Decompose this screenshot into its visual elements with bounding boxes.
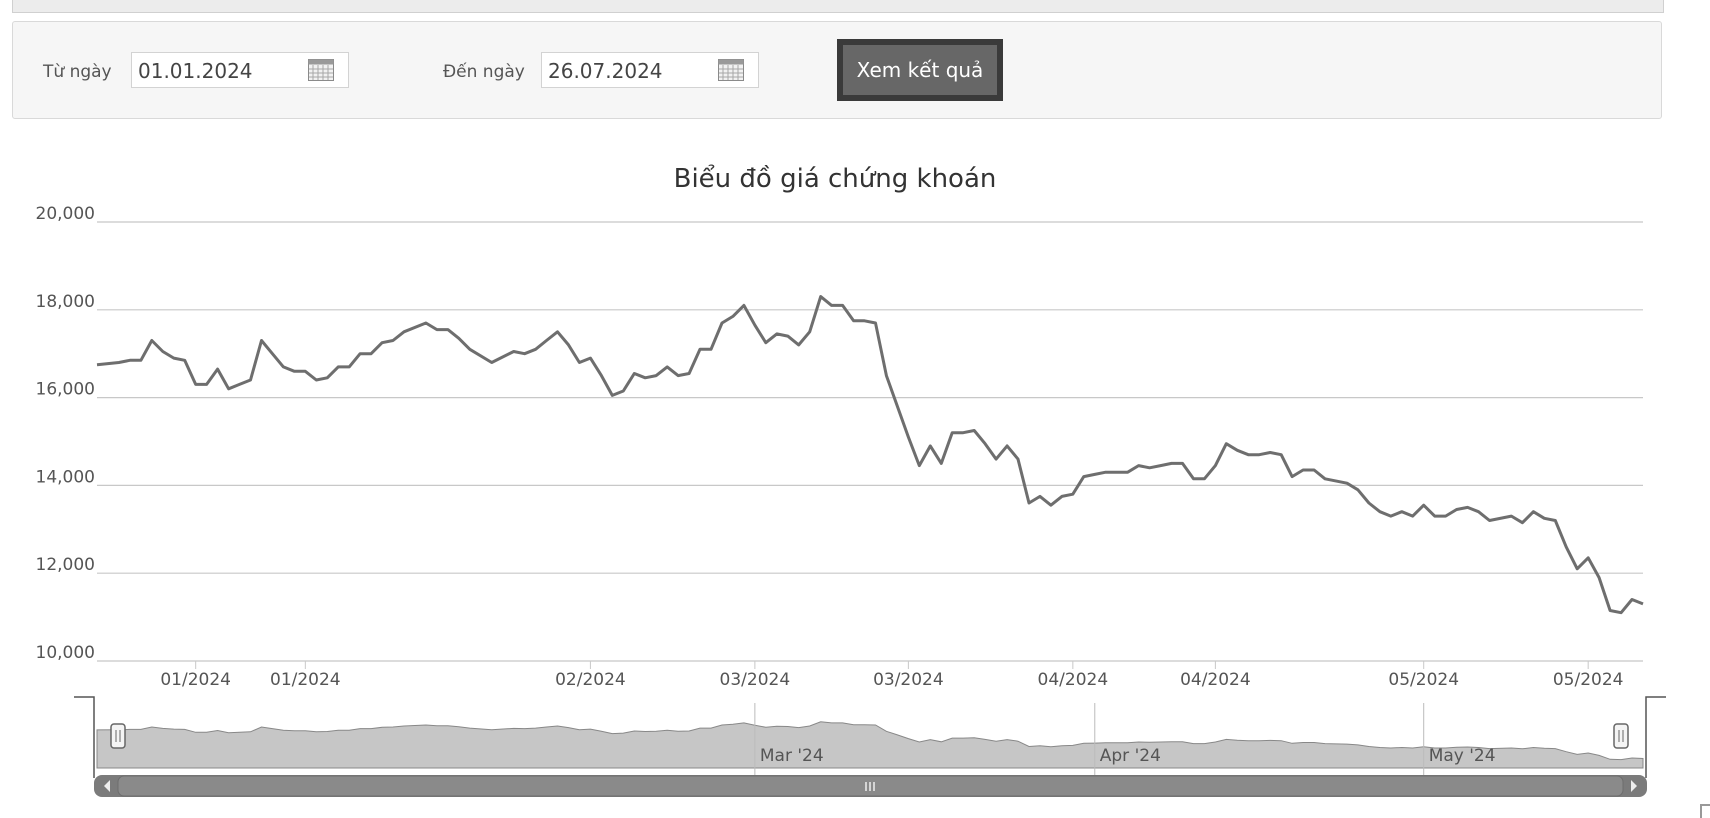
x-tick-label: 04/2024 (1180, 670, 1251, 690)
scrollbar-grip-icon (865, 782, 875, 791)
chart-title: Biểu đồ giá chứng khoán (674, 163, 997, 194)
date-filter-panel: Từ ngày 01.01.2024 Đến ngày 26.07.2024 X… (12, 21, 1662, 119)
handle-grip (1613, 723, 1629, 749)
navigator-month-label: Apr '24 (1100, 746, 1161, 766)
x-tick-label: 05/2024 (1553, 670, 1624, 690)
y-tick-label: 16,000 (36, 380, 95, 400)
x-tick-label: 04/2024 (1038, 670, 1109, 690)
to-date-input[interactable]: 26.07.2024 (541, 52, 759, 88)
resize-corner-icon (1700, 804, 1710, 818)
x-tick-label: 01/2024 (270, 670, 341, 690)
handle-grip (110, 723, 126, 749)
top-panel-strip (12, 0, 1664, 13)
y-tick-label: 20,000 (36, 204, 95, 224)
calendar-icon[interactable] (718, 59, 744, 81)
x-tick-label: 03/2024 (720, 670, 791, 690)
x-tick-label: 05/2024 (1388, 670, 1459, 690)
y-tick-label: 12,000 (36, 555, 95, 575)
navigator-month-label: Mar '24 (760, 746, 824, 766)
navigator-handle-right[interactable] (1613, 723, 1629, 749)
scroll-right-arrow-icon[interactable] (1631, 780, 1637, 792)
from-date-input[interactable]: 01.01.2024 (131, 52, 349, 88)
navigator-outline-right (1645, 696, 1666, 778)
y-tick-label: 14,000 (36, 467, 95, 487)
to-date-value: 26.07.2024 (548, 59, 663, 83)
navigator-month-label: May '24 (1429, 746, 1496, 766)
price-line-series (96, 295, 1644, 615)
x-tick-label: 01/2024 (160, 670, 231, 690)
view-results-label: Xem kết quả (843, 45, 997, 95)
navigator-outline-left (74, 696, 95, 778)
navigator-area (96, 721, 1644, 769)
stock-price-chart: Biểu đồ giá chứng khoán 20,000 18,000 16,00… (36, 163, 1666, 797)
y-tick-label: 10,000 (36, 643, 95, 663)
navigator-handle-left[interactable] (110, 723, 126, 749)
to-date-label: Đến ngày (443, 62, 525, 82)
calendar-icon[interactable] (308, 59, 334, 81)
y-tick-label: 18,000 (36, 292, 95, 312)
x-tick-label: 03/2024 (873, 670, 944, 690)
from-date-value: 01.01.2024 (138, 59, 253, 83)
scroll-left-arrow-icon[interactable] (104, 780, 110, 792)
x-tick-label: 02/2024 (555, 670, 626, 690)
view-results-button[interactable]: Xem kết quả (837, 39, 1003, 101)
from-date-label: Từ ngày (43, 62, 112, 82)
